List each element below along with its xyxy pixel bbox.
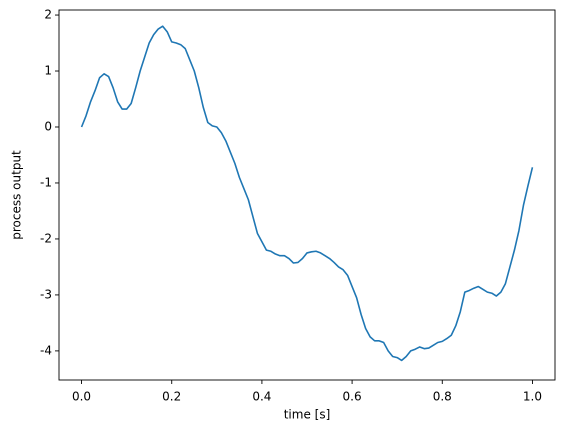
x-tick-label: 0.4 [252,390,271,404]
x-axis-label: time [s] [284,408,331,422]
y-tick-label: -4 [40,343,52,357]
x-tick-label: 0.2 [162,390,181,404]
x-tick-label: 0.6 [343,390,362,404]
plot-frame [58,9,556,381]
line-series [80,25,534,362]
y-tick-label: -2 [40,231,52,245]
y-axis-label: process output [10,150,24,240]
y-tick-label: -1 [40,175,52,189]
y-tick-label: 0 [44,119,52,133]
y-tick-label: 1 [44,64,52,78]
x-tick-label: 0.0 [72,390,91,404]
x-tick-label: 0.8 [433,390,452,404]
x-tick-label: 1.0 [523,390,542,404]
y-tick-label: -3 [40,287,52,301]
y-tick-label: 2 [44,8,52,22]
